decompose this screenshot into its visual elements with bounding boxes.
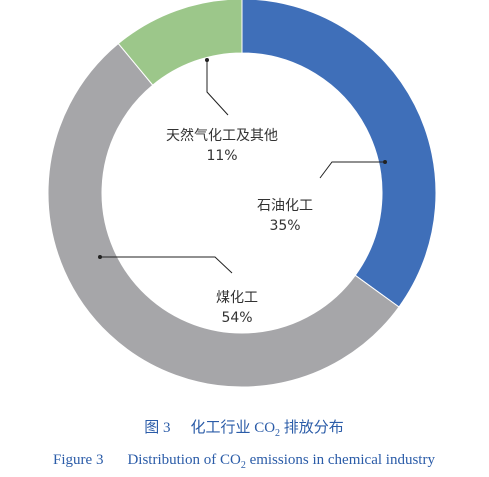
- caption-sub: 2: [241, 460, 246, 471]
- slice-label: 石油化工: [257, 198, 313, 214]
- donut-slice: [117, 0, 243, 86]
- donut: [47, 0, 437, 388]
- leader-line: [319, 161, 385, 179]
- leader-line: [100, 256, 233, 274]
- slice-value-label: 11%: [206, 148, 237, 164]
- caption-number: Figure 3: [53, 452, 103, 468]
- slice-label: 煤化工: [216, 290, 258, 306]
- caption-zh: 图 3 化工行业 CO2 排放分布: [144, 419, 344, 439]
- leader-lines: [98, 58, 387, 274]
- donut-slice: [241, 0, 437, 308]
- donut-slice: [47, 42, 400, 388]
- leader-dot: [205, 58, 209, 62]
- caption-text: emissions in chemical industry: [246, 452, 436, 468]
- caption-number: 图 3: [144, 419, 170, 436]
- slice-value-label: 54%: [221, 310, 252, 326]
- caption-sub: 2: [275, 428, 280, 439]
- caption-en: Figure 3 Distribution of CO2 emissions in…: [53, 452, 435, 471]
- slice-value-label: 35%: [269, 218, 300, 234]
- slice-label: 天然气化工及其他: [166, 127, 278, 144]
- caption-text: 化工行业 CO: [190, 419, 275, 436]
- leader-dot: [98, 255, 102, 259]
- caption-text: 排放分布: [280, 419, 344, 436]
- leader-line: [206, 60, 229, 116]
- leader-dot: [383, 160, 387, 164]
- caption-text: Distribution of CO: [127, 452, 241, 468]
